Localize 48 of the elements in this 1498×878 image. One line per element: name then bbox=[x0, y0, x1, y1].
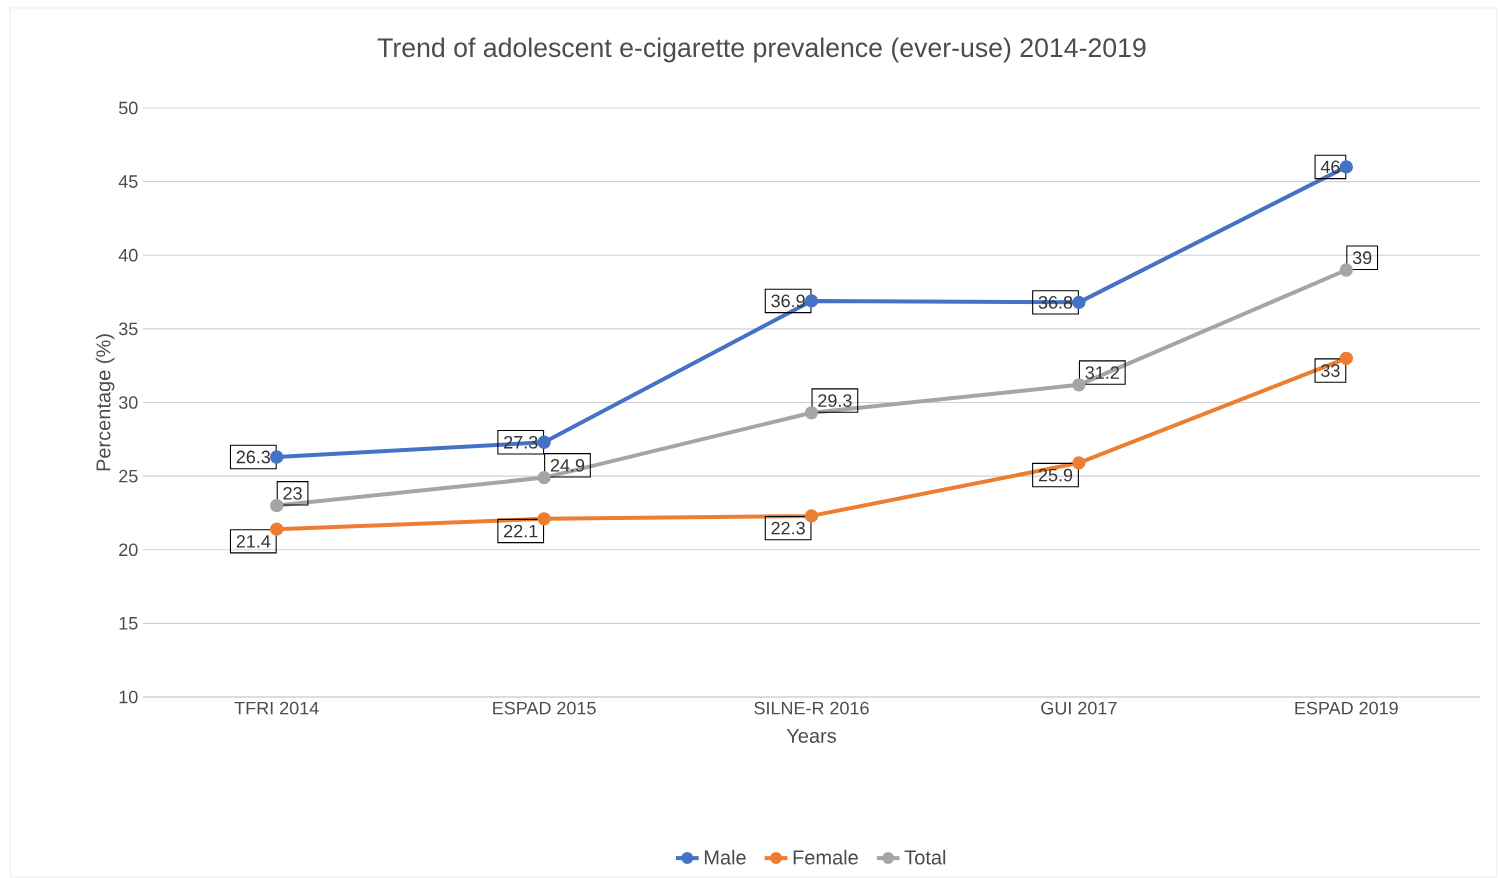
data-label: 26.3 bbox=[236, 450, 271, 464]
data-label: 31.2 bbox=[1085, 366, 1119, 379]
chart-title: Trend of adolescent e-cigarette prevalence (ever-use) 2014-2019 bbox=[377, 37, 1146, 63]
data-label: 22.1 bbox=[504, 524, 538, 538]
point bbox=[537, 470, 551, 485]
y-tick-label: 50 bbox=[118, 101, 138, 115]
point bbox=[1072, 295, 1086, 310]
point bbox=[537, 512, 551, 526]
point bbox=[804, 294, 819, 308]
y-axis-title: Percentage (%) bbox=[95, 334, 115, 471]
point bbox=[270, 522, 284, 536]
point bbox=[270, 498, 284, 513]
y-tick-label: 30 bbox=[118, 396, 138, 409]
y-tick-label: 40 bbox=[118, 248, 138, 262]
y-tick-label: 10 bbox=[119, 690, 138, 704]
data-label: 36.9 bbox=[771, 294, 805, 308]
x-axis-title: Years bbox=[786, 728, 836, 743]
point bbox=[270, 450, 284, 464]
point bbox=[1339, 263, 1353, 277]
data-label: 21.4 bbox=[236, 535, 271, 548]
data-label: 46 bbox=[1320, 160, 1340, 174]
legend-label: Male bbox=[704, 849, 746, 865]
point bbox=[1339, 351, 1353, 365]
data-label: 24.9 bbox=[550, 458, 585, 472]
y-tick-label: 45 bbox=[118, 175, 138, 188]
legend-label: Female bbox=[793, 849, 858, 865]
x-tick-label: ESPAD 2019 bbox=[1295, 701, 1398, 715]
point bbox=[1339, 160, 1353, 174]
point bbox=[1072, 378, 1086, 392]
y-tick-label: 25 bbox=[119, 469, 138, 483]
y-tick-label: 15 bbox=[119, 617, 138, 630]
x-tick-label: TFRI 2014 bbox=[234, 701, 319, 715]
data-label: 33 bbox=[1321, 364, 1340, 377]
data-label: 39 bbox=[1352, 251, 1372, 265]
data-label: 22.3 bbox=[771, 521, 805, 535]
y-tick-label: 20 bbox=[119, 543, 138, 557]
legend-label: Total bbox=[904, 849, 946, 865]
data-label: 25.9 bbox=[1038, 468, 1073, 482]
x-tick-label: GUI 2017 bbox=[1041, 701, 1117, 715]
x-tick-label: SILNE-R 2016 bbox=[754, 701, 869, 715]
data-label: 23 bbox=[283, 486, 302, 500]
point bbox=[1072, 456, 1086, 470]
point bbox=[804, 406, 819, 420]
point bbox=[537, 435, 551, 449]
point bbox=[804, 509, 819, 523]
x-tick-label: ESPAD 2015 bbox=[493, 701, 596, 715]
y-tick-label: 35 bbox=[118, 322, 138, 336]
data-label: 29.3 bbox=[818, 394, 852, 407]
